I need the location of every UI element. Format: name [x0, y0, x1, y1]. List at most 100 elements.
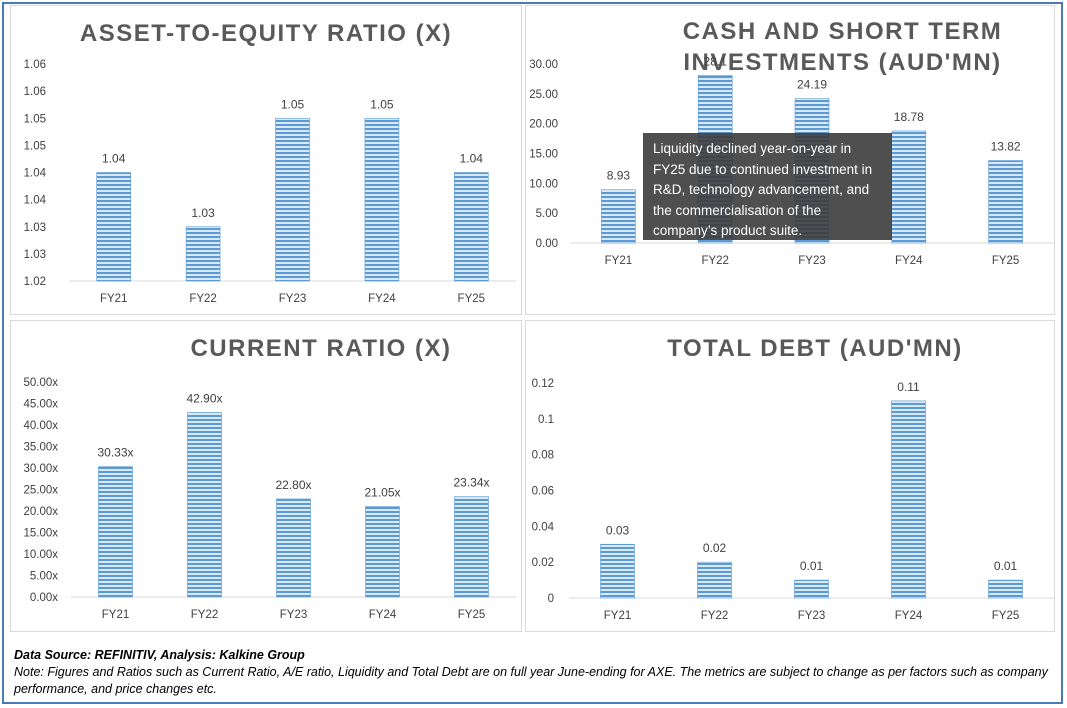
y-tick-label: 0 — [548, 593, 554, 605]
x-tick-label: FY21 — [604, 610, 632, 622]
x-tick-label: FY23 — [279, 293, 307, 305]
data-label: 30.33x — [97, 446, 133, 460]
y-tick-label: 50.00x — [23, 377, 58, 389]
y-tick-label: 0.12 — [532, 378, 554, 390]
bar-fy24 — [891, 130, 927, 244]
y-tick-label: 35.00x — [23, 442, 58, 454]
chart-plot: 0.00 5.00 10.00 15.00 20.00 25.00 30.00 8.93 FY2… — [529, 54, 1054, 267]
bar-fy23 — [276, 498, 311, 598]
y-tick-label: 0.00 — [536, 238, 558, 250]
data-label: 1.05 — [370, 97, 394, 111]
x-tick-label: FY22 — [191, 609, 219, 621]
x-tick-label: FY21 — [605, 255, 633, 267]
data-label: 0.03 — [606, 523, 630, 537]
bar-fy25 — [988, 160, 1023, 244]
bar-fy24 — [365, 506, 400, 598]
x-tick-label: FY24 — [369, 609, 397, 621]
bar-fy21 — [601, 189, 636, 244]
y-tick-label: 30.00 — [529, 59, 558, 71]
data-label: 1.05 — [281, 97, 305, 111]
y-tick-label: 0.06 — [532, 486, 554, 498]
y-tick-label: 15.00x — [23, 528, 58, 540]
chart-title: CASH AND SHORT TERM INVESTMENTS (AUD'MN) — [682, 18, 1003, 76]
footer-note: Note: Figures and Ratios such as Current… — [14, 665, 1048, 696]
y-tick-label: 10.00x — [23, 549, 58, 561]
bar-fy25 — [453, 172, 489, 282]
y-tick-label: 5.00 — [536, 208, 558, 220]
data-source: Data Source: REFINITIV, Analysis: Kalkin… — [14, 648, 305, 662]
x-tick-label: FY25 — [458, 609, 486, 621]
y-tick-label: 1.05 — [24, 140, 46, 152]
chart-plot: 0 0.02 0.04 0.06 0.08 0.1 0.12 0.03 FY21 0.02 FY22… — [532, 378, 1054, 622]
asset-to-equity-chart: ASSET-TO-EQUITY RATIO (X) 1.02 1.03 1.03 1.… — [10, 5, 522, 315]
x-tick-label: FY25 — [992, 610, 1020, 622]
x-tick-label: FY23 — [280, 609, 308, 621]
y-tick-label: 0.1 — [538, 414, 554, 426]
data-label: 0.02 — [703, 541, 727, 555]
x-tick-label: FY21 — [100, 293, 128, 305]
y-tick-label: 1.03 — [24, 222, 46, 234]
x-tick-label: FY25 — [992, 255, 1020, 267]
y-tick-label: 1.05 — [24, 113, 46, 125]
x-tick-label: FY22 — [701, 610, 729, 622]
y-tick-label: 45.00x — [23, 399, 58, 411]
bar-fy21 — [96, 172, 131, 282]
y-tick-label: 15.00 — [529, 149, 558, 161]
x-tick-label: FY24 — [895, 255, 923, 267]
y-tick-label: 0.08 — [532, 450, 554, 462]
data-label: 1.03 — [191, 206, 215, 220]
bar-fy23 — [275, 117, 310, 282]
chart-plot: 0.00x 5.00x 10.00x 15.00x 20.00x 25.00x 30.00x… — [23, 377, 516, 621]
y-tick-label: 1.04 — [24, 195, 47, 207]
data-label: 1.04 — [460, 152, 484, 166]
data-label: 42.90x — [186, 392, 222, 406]
data-label: 0.01 — [800, 559, 824, 573]
total-debt-chart: TOTAL DEBT (AUD'MN) 0 0.02 0.04 0.06 0.08 0.1… — [525, 320, 1055, 632]
x-tick-label: FY25 — [458, 293, 486, 305]
data-label: 0.11 — [897, 380, 920, 394]
y-tick-label: 0.02 — [532, 557, 554, 569]
current-ratio-chart: CURRENT RATIO (X) 0.00x 5.00x 10.00x 15.00x… — [10, 320, 522, 632]
x-tick-label: FY22 — [189, 293, 217, 305]
y-tick-label: 5.00x — [30, 571, 58, 583]
x-tick-label: FY23 — [798, 255, 826, 267]
bar-fy25 — [454, 496, 489, 598]
data-label: 22.80x — [275, 478, 311, 492]
bar-fy23 — [794, 579, 829, 599]
y-tick-label: 25.00 — [529, 89, 558, 101]
chart-title: TOTAL DEBT (AUD'MN) — [667, 335, 963, 362]
bar-fy21 — [98, 466, 133, 598]
bar-fy22 — [185, 226, 221, 282]
data-label: 28.1 — [704, 54, 728, 68]
data-label: 13.82 — [991, 140, 1021, 154]
y-tick-label: 1.03 — [24, 249, 46, 261]
bar-fy22 — [187, 412, 222, 598]
x-tick-label: FY23 — [798, 610, 826, 622]
y-tick-label: 40.00x — [23, 420, 58, 432]
data-label: 23.34x — [453, 476, 489, 490]
data-label: 24.19 — [797, 78, 827, 92]
x-tick-label: FY21 — [102, 609, 130, 621]
chart-title: CURRENT RATIO (X) — [190, 335, 452, 362]
data-label: 18.78 — [894, 110, 924, 124]
liquidity-annotation: Liquidity declined year-on-year in FY25 … — [643, 133, 892, 240]
bar-fy24 — [891, 400, 926, 599]
y-tick-label: 1.06 — [24, 59, 46, 71]
y-tick-label: 20.00x — [23, 506, 58, 518]
chart-plot: 1.02 1.03 1.03 1.04 1.04 1.05 1.05 1.06 1.06 1.04… — [24, 59, 516, 305]
bar-fy21 — [600, 543, 635, 599]
bar-fy24 — [364, 117, 400, 282]
y-tick-label: 0.00x — [30, 592, 58, 604]
bar-fy25 — [988, 579, 1023, 599]
bar-fy22 — [697, 561, 732, 599]
data-label: 8.93 — [607, 169, 631, 183]
data-label: 21.05x — [364, 485, 400, 499]
x-tick-label: FY24 — [895, 610, 923, 622]
y-tick-label: 1.04 — [24, 168, 47, 180]
y-tick-label: 0.04 — [532, 521, 555, 533]
chart-title: ASSET-TO-EQUITY RATIO (X) — [79, 20, 453, 47]
x-tick-label: FY22 — [701, 255, 729, 267]
y-tick-label: 30.00x — [23, 463, 58, 475]
y-tick-label: 1.02 — [24, 276, 46, 288]
